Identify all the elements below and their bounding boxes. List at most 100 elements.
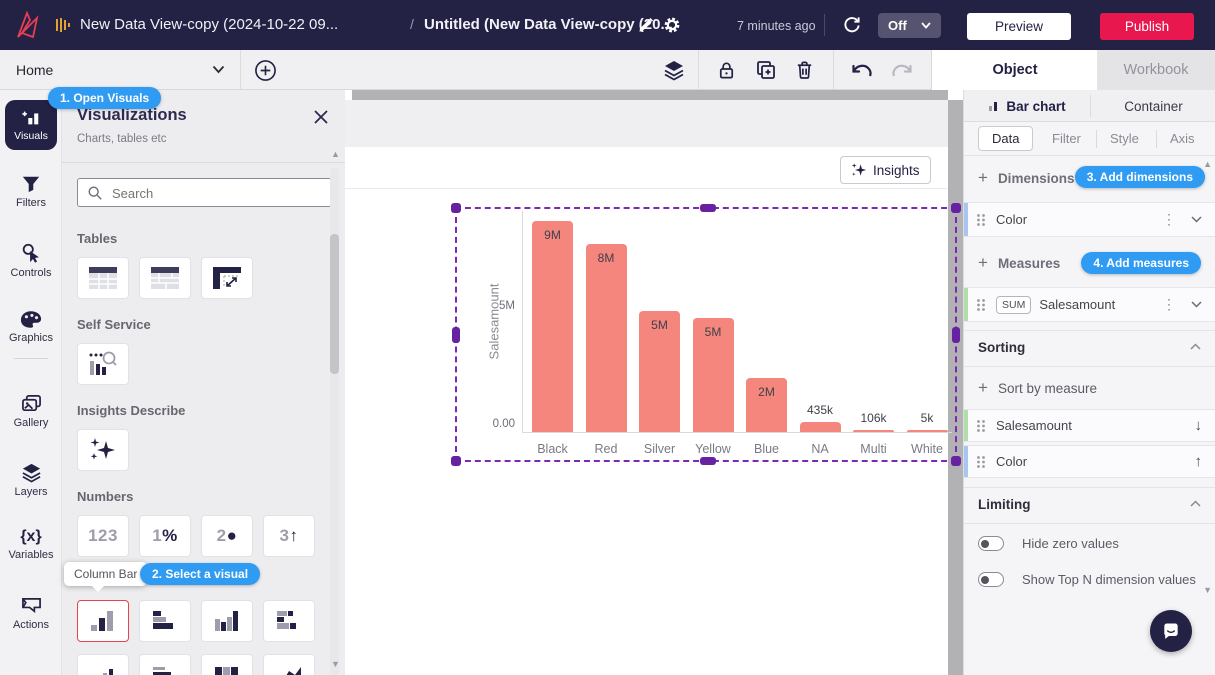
- tab-workbook[interactable]: Workbook: [1097, 50, 1215, 90]
- panel-scrollbar[interactable]: [330, 168, 339, 675]
- chevron-up-icon[interactable]: [1190, 343, 1201, 350]
- bar-black[interactable]: [532, 221, 573, 432]
- resize-handle-n[interactable]: [700, 204, 716, 212]
- close-icon[interactable]: [312, 108, 330, 126]
- visual-tile-number-dot[interactable]: 2●: [201, 515, 253, 557]
- controls-click-icon: [22, 243, 39, 263]
- visual-tile-percent[interactable]: 1%: [139, 515, 191, 557]
- dimension-row-color[interactable]: Color ⋮: [964, 202, 1215, 237]
- tab-object[interactable]: Object: [931, 50, 1098, 90]
- app-logo-icon[interactable]: [14, 10, 41, 40]
- chevron-down-icon[interactable]: [1191, 301, 1202, 308]
- sort-direction-asc-icon[interactable]: ↑: [1194, 453, 1203, 470]
- scroll-down-icon[interactable]: ▼: [1203, 585, 1212, 595]
- sidebar-item-variables[interactable]: {x} Variables: [0, 528, 62, 561]
- add-measures-button[interactable]: + Measures: [978, 253, 1061, 272]
- sidebar-item-graphics[interactable]: Graphics: [0, 310, 62, 344]
- scroll-up-icon[interactable]: ▲: [331, 149, 340, 159]
- bar-silver[interactable]: [639, 311, 680, 432]
- tab-filter[interactable]: Filter: [1052, 131, 1081, 146]
- tab-data[interactable]: Data: [978, 126, 1034, 151]
- redo-icon[interactable]: [890, 61, 914, 79]
- step-badge-add-dimensions: 3. Add dimensions: [1074, 166, 1205, 188]
- chevron-down-icon[interactable]: [1191, 216, 1202, 223]
- bar-red[interactable]: [585, 244, 627, 432]
- sidebar-item-actions[interactable]: Actions: [0, 596, 62, 631]
- chevron-up-icon[interactable]: [1190, 500, 1201, 507]
- sort-direction-desc-icon[interactable]: ↓: [1194, 417, 1203, 434]
- page-selector[interactable]: Home: [16, 62, 54, 78]
- visual-tile-dynamic[interactable]: [201, 257, 253, 299]
- visual-tile-grouped-bar[interactable]: [263, 600, 315, 642]
- tab-container[interactable]: Container: [1124, 98, 1183, 114]
- visual-tile-grouped-column[interactable]: [201, 600, 253, 642]
- insights-button[interactable]: Insights: [840, 156, 931, 184]
- visual-tile-self-service[interactable]: [77, 343, 129, 385]
- refresh-icon[interactable]: [842, 15, 861, 34]
- visual-tile-insights-describe[interactable]: [77, 429, 129, 471]
- breadcrumb-parent[interactable]: New Data View-copy (2024-10-22 09...: [80, 16, 339, 33]
- sidebar-item-filters[interactable]: Filters: [0, 174, 62, 209]
- resize-handle-e[interactable]: [952, 327, 960, 343]
- visual-tile-horizontal-bar[interactable]: [139, 600, 191, 642]
- undo-icon[interactable]: [850, 61, 874, 79]
- preview-button[interactable]: Preview: [967, 13, 1071, 40]
- hide-zero-toggle[interactable]: [978, 536, 1004, 551]
- edit-title-icon[interactable]: [638, 17, 654, 33]
- breadcrumb-current[interactable]: Untitled (New Data View-copy (20...: [424, 16, 673, 33]
- visual-tile-stacked-column[interactable]: [201, 654, 253, 675]
- show-top-n-toggle[interactable]: [978, 572, 1004, 587]
- bar-na[interactable]: [799, 422, 841, 432]
- publish-button[interactable]: Publish: [1100, 13, 1194, 40]
- visual-tile-table[interactable]: [77, 257, 129, 299]
- visual-tile-number-trend[interactable]: 3↑: [263, 515, 315, 557]
- row-menu-icon[interactable]: ⋮: [1162, 296, 1176, 312]
- layers-order-icon[interactable]: [662, 58, 686, 82]
- help-chat-button[interactable]: [1150, 610, 1192, 652]
- sidebar-item-visuals[interactable]: Visuals: [5, 100, 57, 150]
- visual-tile-combo[interactable]: [77, 654, 129, 675]
- lock-icon[interactable]: [716, 59, 737, 81]
- resize-handle-ne[interactable]: [951, 203, 961, 213]
- y-tick-zero: 0.00: [492, 418, 515, 430]
- duplicate-icon[interactable]: [755, 59, 777, 81]
- scroll-up-icon[interactable]: ▲: [1203, 159, 1212, 169]
- visual-tile-column-bar[interactable]: [77, 600, 129, 642]
- scroll-down-icon[interactable]: ▼: [331, 659, 340, 669]
- tab-bar-chart[interactable]: Bar chart: [964, 90, 1090, 122]
- bar-white[interactable]: [906, 430, 948, 432]
- visual-tile-pivot-table[interactable]: [139, 257, 191, 299]
- delete-trash-icon[interactable]: [794, 59, 815, 81]
- tab-axis[interactable]: Axis: [1170, 131, 1195, 146]
- auto-refresh-dropdown[interactable]: Off: [878, 13, 941, 38]
- sidebar-item-controls[interactable]: Controls: [0, 242, 62, 279]
- visual-tile-number[interactable]: 123: [77, 515, 129, 557]
- measure-row-salesamount[interactable]: SUM Salesamount ⋮: [964, 287, 1215, 322]
- bar-multi[interactable]: [853, 430, 894, 432]
- chart-selection-box[interactable]: Salesamount 5M 0.00 9M Black 8M Red 5M Silver…: [451, 203, 961, 466]
- visual-tile-area[interactable]: [263, 654, 315, 675]
- resize-handle-s[interactable]: [700, 457, 716, 465]
- tab-style[interactable]: Style: [1110, 131, 1139, 146]
- aggregation-chip[interactable]: SUM: [996, 295, 1032, 314]
- bar-yellow[interactable]: [692, 318, 734, 432]
- sort-row-salesamount[interactable]: Salesamount ↓: [964, 409, 1215, 442]
- resize-handle-se[interactable]: [951, 456, 961, 466]
- resize-handle-sw[interactable]: [451, 456, 461, 466]
- sort-row-color[interactable]: Color ↑: [964, 445, 1215, 478]
- sort-by-measure-button[interactable]: + Sort by measure: [978, 378, 1097, 397]
- search-input[interactable]: [110, 180, 324, 207]
- add-element-icon[interactable]: [254, 59, 277, 82]
- bar-blue[interactable]: [746, 378, 787, 432]
- resize-handle-nw[interactable]: [451, 203, 461, 213]
- sidebar-item-gallery[interactable]: Gallery: [0, 394, 62, 429]
- panel-scrollbar-thumb[interactable]: [330, 234, 339, 374]
- canvas-horizontal-scrollbar[interactable]: [352, 90, 948, 100]
- add-dimensions-button[interactable]: + Dimensions: [978, 168, 1075, 187]
- settings-gear-icon[interactable]: [663, 16, 681, 34]
- resize-handle-w[interactable]: [452, 327, 460, 343]
- page-chevron-down-icon[interactable]: [212, 65, 225, 74]
- row-menu-icon[interactable]: ⋮: [1162, 211, 1176, 227]
- sidebar-item-layers[interactable]: Layers: [0, 462, 62, 498]
- visual-tile-lines[interactable]: [139, 654, 191, 675]
